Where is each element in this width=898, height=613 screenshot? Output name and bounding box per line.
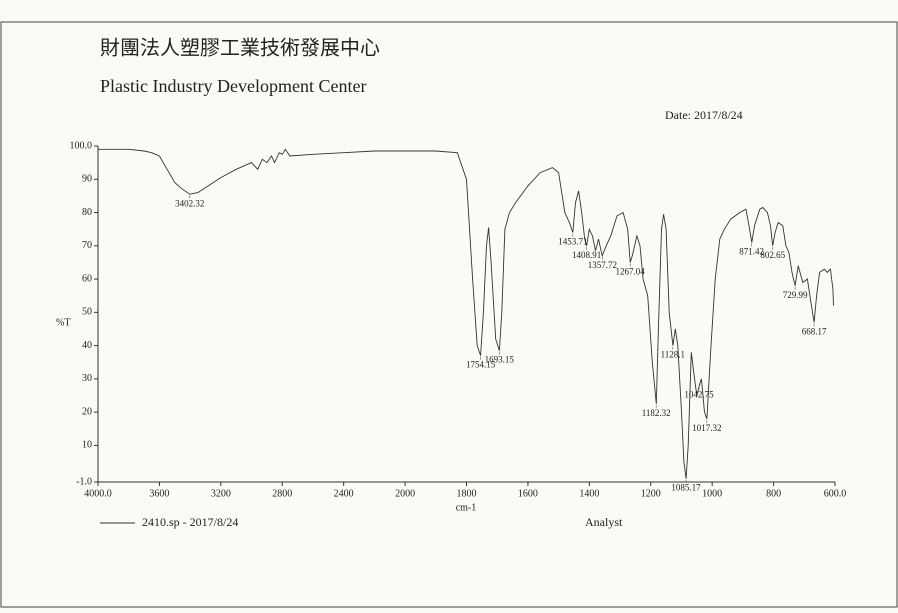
x-tick-label: 800: [766, 488, 781, 499]
x-tick-label: 2000: [395, 488, 415, 499]
peak-label: 1042.75: [684, 390, 714, 400]
peak-label: 1357.72: [588, 260, 617, 270]
y-tick-label: 30: [82, 373, 92, 384]
x-tick-label: 1400: [579, 488, 599, 499]
y-tick-label: 80: [82, 207, 92, 218]
legend-label: 2410.sp - 2017/8/24: [142, 515, 238, 529]
chart-subtitle: Plastic Industry Development Center: [100, 76, 366, 96]
date: Date: 2017/8/24: [665, 108, 743, 122]
chart-title: 財團法人塑膠工業技術發展中心: [100, 37, 380, 60]
y-tick-label: -1.0: [76, 476, 92, 487]
x-tick-label: 1800: [457, 488, 477, 499]
peak-label: 1085.17: [671, 483, 701, 493]
x-tick-label: 1000: [702, 488, 722, 499]
x-tick-label: 1200: [641, 488, 661, 499]
y-tick-label: 20: [82, 406, 92, 417]
page: 財團法人塑膠工業技術發展中心 Plastic Industry Developm…: [0, 0, 898, 613]
x-tick-label: 4000.0: [84, 488, 112, 499]
chart: 財團法人塑膠工業技術發展中心 Plastic Industry Developm…: [0, 0, 898, 608]
x-tick-label: 600.0: [824, 488, 847, 499]
y-tick-label: 90: [82, 174, 92, 185]
frame: [1, 22, 897, 607]
peak-label: 1693.15: [485, 355, 515, 365]
y-tick-label: 10: [82, 440, 92, 451]
x-tick-label: 2400: [334, 488, 354, 499]
peak-label: 1017.32: [692, 423, 721, 433]
peak-label: 802.65: [760, 250, 785, 260]
y-tick-label: 60: [82, 273, 92, 284]
x-tick-label: 1600: [518, 488, 538, 499]
peak-label: 1182.32: [642, 408, 671, 418]
peak-label: 1267.04: [616, 266, 646, 276]
peak-label: 1453.71: [558, 237, 587, 247]
peak-label: 668.17: [802, 326, 827, 336]
y-tick-label: 50: [82, 307, 92, 318]
peak-label: 729.99: [783, 290, 808, 300]
peak-label: 3402.32: [175, 198, 204, 208]
y-axis-label: %T: [56, 317, 70, 328]
y-tick-label: 70: [82, 240, 92, 251]
peak-label: 1128.1: [661, 350, 685, 360]
spectrum-line: [98, 149, 834, 478]
x-tick-label: 3600: [149, 488, 169, 499]
y-tick-label: 100.0: [70, 140, 93, 151]
analyst: Analyst: [585, 515, 623, 529]
y-tick-label: 40: [82, 340, 92, 351]
x-axis-label: cm-1: [456, 502, 477, 513]
peak-label: 1408.91: [572, 250, 601, 260]
x-tick-label: 2800: [272, 488, 292, 499]
x-tick-label: 3200: [211, 488, 231, 499]
